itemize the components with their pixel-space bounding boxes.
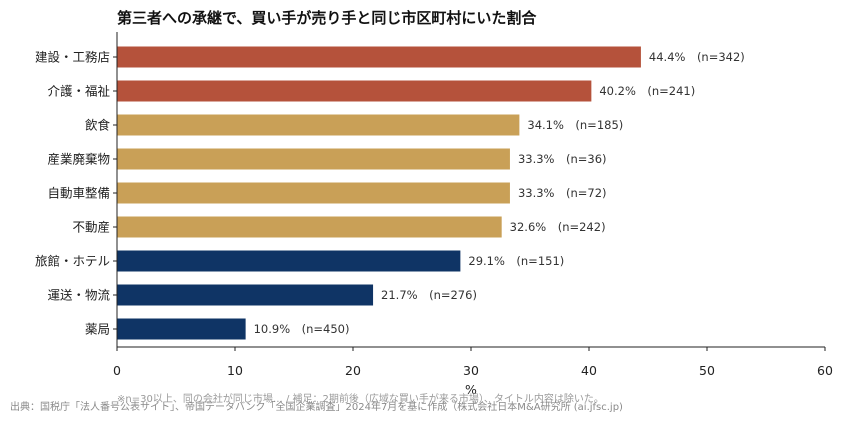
category-label: 薬局 bbox=[85, 322, 110, 337]
bar bbox=[117, 148, 510, 170]
x-axis-label: % bbox=[465, 382, 477, 397]
x-tick-label: 30 bbox=[463, 363, 479, 378]
bar bbox=[117, 80, 592, 102]
data-label: 40.2% (n=241) bbox=[599, 84, 695, 98]
category-label: 飲食 bbox=[85, 118, 111, 133]
x-tick-label: 50 bbox=[699, 363, 715, 378]
x-tick-label: 40 bbox=[581, 363, 597, 378]
x-tick-label: 0 bbox=[113, 363, 121, 378]
bar bbox=[117, 216, 502, 238]
category-label: 不動産 bbox=[72, 220, 110, 235]
x-tick-label: 60 bbox=[817, 363, 833, 378]
data-label: 32.6% (n=242) bbox=[510, 220, 606, 234]
chart-source: 出典：国税庁「法人番号公表サイト」、帝国データバンク「全国企業調査」2024年7… bbox=[10, 400, 623, 413]
bar bbox=[117, 114, 520, 136]
data-labels-group: 44.4% (n=342) 40.2% (n=241) 34.1% (n=185) 3… bbox=[254, 50, 745, 336]
category-label: 運送・物流 bbox=[47, 288, 110, 303]
data-label: 33.3% (n=36) bbox=[518, 152, 607, 166]
data-label: 10.9% (n=450) bbox=[254, 322, 350, 336]
category-label: 建設・工務店 bbox=[35, 50, 110, 65]
data-label: 29.1% (n=151) bbox=[468, 254, 564, 268]
x-tick-label: 10 bbox=[227, 363, 243, 378]
bar bbox=[117, 182, 510, 204]
category-label: 介護・福祉 bbox=[47, 84, 110, 99]
data-label: 44.4% (n=342) bbox=[649, 50, 745, 64]
data-label: 34.1% (n=185) bbox=[527, 118, 623, 132]
x-tick-label: 20 bbox=[345, 363, 361, 378]
bar bbox=[117, 46, 641, 68]
chart-note: ※n=30以上、同の会社が同じ市場… / 補足：2期前後（広域な買い手が来る市場… bbox=[117, 392, 604, 405]
chart-title: 第三者への承継で、買い手が売り手と同じ市区町村にいた割合 bbox=[117, 9, 537, 27]
category-label: 旅館・ホテル bbox=[35, 254, 110, 269]
data-label: 33.3% (n=72) bbox=[518, 186, 607, 200]
bar bbox=[117, 318, 246, 340]
x-ticks-group: 0 10 20 30 40 50 60 bbox=[113, 347, 833, 378]
bars-group bbox=[117, 46, 641, 340]
category-label: 産業廃棄物 bbox=[47, 152, 110, 167]
data-label: 21.7% (n=276) bbox=[381, 288, 477, 302]
bar bbox=[117, 284, 374, 306]
category-label: 自動車整備 bbox=[47, 186, 110, 201]
bar bbox=[117, 250, 461, 272]
